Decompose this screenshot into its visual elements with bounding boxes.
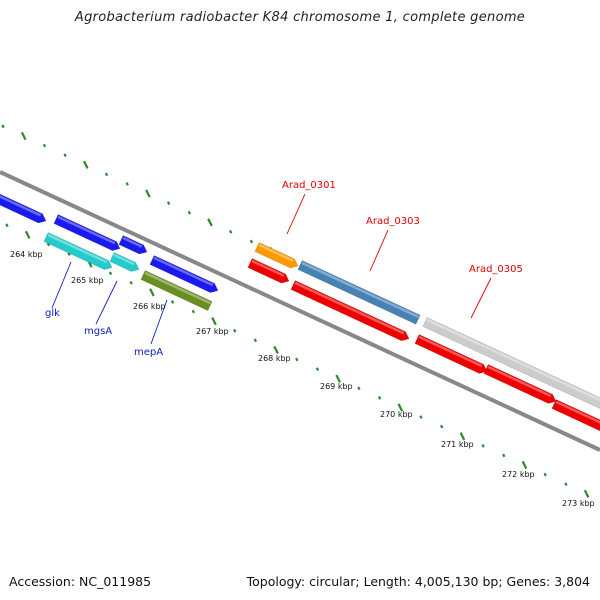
gene-arrow [53,214,121,251]
gene-label: glk [45,308,60,319]
tick-mark [397,403,404,412]
leader-line [286,193,306,235]
tick-mark [63,153,67,158]
tick-mark [46,242,51,247]
gene-arrow [149,255,219,293]
tick-mark [521,460,528,470]
kbp-label: 264 kbp [10,250,43,259]
tick-mark [543,472,547,477]
tick-mark [335,374,341,383]
tick-mark [42,143,47,148]
tick-mark [502,453,506,458]
kbp-label: 271 kbp [441,440,474,449]
backbone-line [0,170,600,452]
tick-mark [233,328,237,333]
gene-arrow [414,334,488,374]
gene-arrow [140,270,213,311]
tick-mark [315,367,320,371]
gene-arrow [551,399,600,433]
tick-mark [249,239,254,244]
tick-mark [481,443,485,448]
tick-mark [229,230,233,234]
gene-arrow [0,190,47,224]
gene-arrow [247,258,290,284]
leader-line [150,299,168,345]
tick-mark [357,386,361,391]
gene-arrow [483,364,557,404]
tick-mark [104,172,109,177]
kbp-label: 270 kbp [380,410,413,419]
inner-tick-row [5,223,590,498]
genome-summary: Topology: circular; Length: 4,005,130 bp… [246,574,590,589]
tick-mark [295,357,299,362]
gene-label: Arad_0305 [469,264,523,275]
tick-mark [125,182,129,186]
tick-mark [419,415,423,419]
leader-line [95,280,118,325]
tick-mark [145,189,151,198]
leader-line [470,277,492,319]
tick-mark [211,317,217,326]
gene-label: mgsA [84,326,112,337]
kbp-label: 267 kbp [196,327,229,336]
gene-label: Arad_0303 [366,216,420,227]
tick-mark [1,124,5,129]
tick-mark [440,424,444,429]
kbp-label: 272 kbp [502,470,535,479]
tick-mark [377,396,382,400]
tick-mark [149,288,155,297]
tick-mark [20,131,27,141]
tick-mark [108,271,113,276]
kbp-label: 269 kbp [320,382,353,391]
map-title: Agrobacterium radiobacter K84 chromosome… [74,10,526,25]
tick-mark [459,432,466,441]
tick-mark [191,309,195,314]
gene-label: Arad_0301 [282,180,336,191]
label-leaders [51,193,492,345]
gene-arrow [422,317,600,413]
gene-arrow [254,242,299,269]
gene-features [0,190,600,433]
tick-mark [253,338,258,343]
tick-mark [166,201,171,205]
kbp-label: 265 kbp [71,276,104,285]
gene-arrow [43,232,113,270]
tick-mark [207,218,213,227]
tick-mark [583,489,590,498]
tick-mark [5,223,9,228]
accession-text: Accession: NC_011985 [9,574,152,589]
kbp-label: 268 kbp [258,354,291,363]
tick-mark [187,210,191,215]
tick-mark [83,160,89,169]
kbp-label: 266 kbp [133,302,166,311]
gene-arrow [297,260,421,325]
gene-arrow [109,252,140,272]
label-texts: 264 kbp 265 kbp 266 kbp 267 kbp 268 kbp 269 k… [10,180,595,508]
tick-mark [273,345,279,355]
tick-mark [170,300,175,304]
gene-arrow [290,280,410,342]
gene-label: mepA [134,347,163,358]
leader-line [51,261,72,309]
kbp-label: 273 kbp [562,499,595,508]
gene-arrow [118,235,148,255]
leader-line [369,229,389,272]
tick-mark [564,482,568,487]
tick-mark [129,280,133,285]
tick-mark [24,230,31,239]
tick-mark [67,252,71,256]
